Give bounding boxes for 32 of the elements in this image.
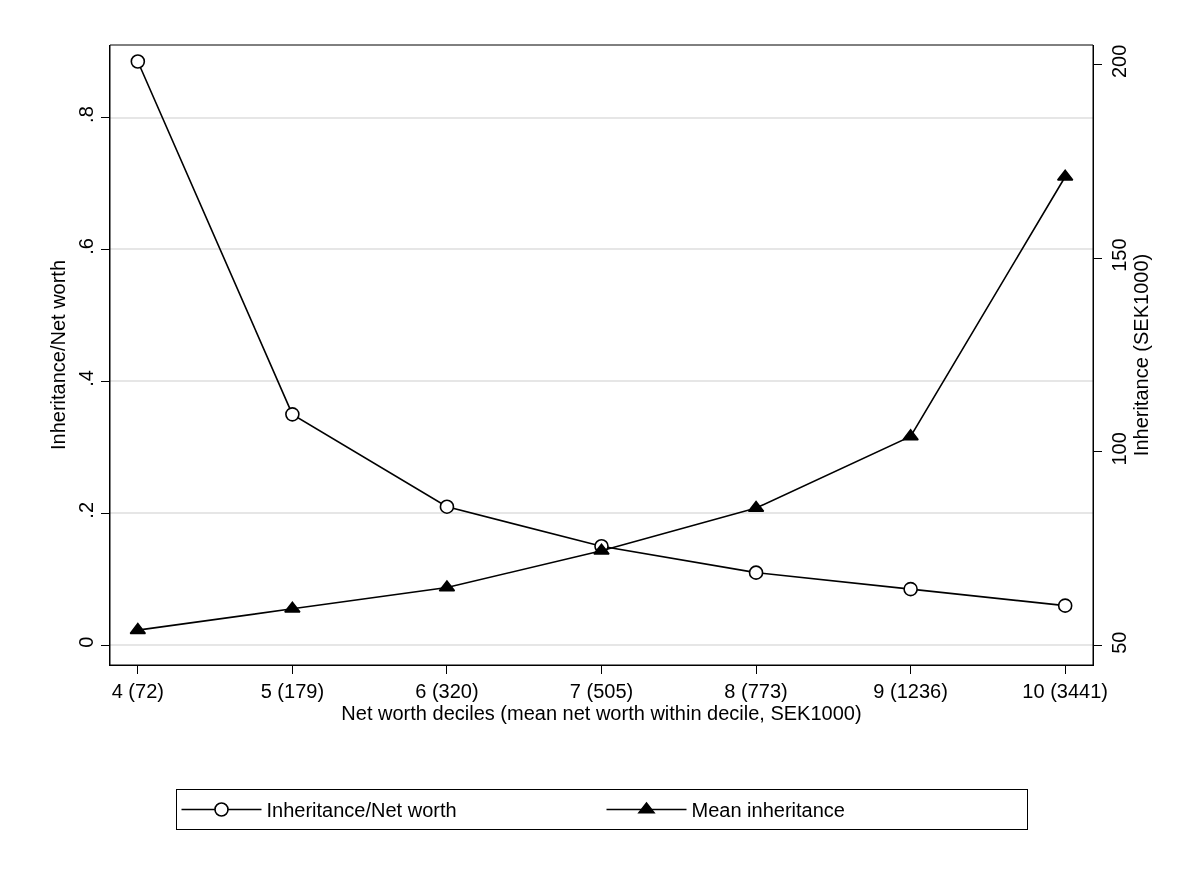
y-tick-label: .8 [75,106,97,123]
x-tick-label: 7 (505) [569,680,634,702]
point [1057,598,1073,613]
legend-label: Mean inheritance [691,799,845,822]
x-tick-label: 10 (3441) [1022,680,1108,702]
y2-axis-title: Inheritance (SEK1000) [1130,253,1152,457]
y-axis-title: Inheritance/Net worth [46,259,69,451]
x-tick-label: 4 (72) [111,680,164,702]
point [748,565,764,580]
y2-tick-label: 150 [1108,238,1130,272]
x-tick-label: 8 (773) [724,680,788,702]
y2-tick-label: 100 [1108,432,1130,466]
y-tick-label: .6 [75,238,97,255]
y-tick-label: .2 [75,501,97,519]
x-axis-title: Net worth deciles (mean net worth within decile, SEK1000) [341,702,862,724]
x-tick-label: 6 (320) [415,680,479,702]
point [285,407,300,422]
point [902,429,919,441]
point [284,601,301,613]
point [129,622,147,635]
point [130,54,146,69]
y-tick-label: 0 [75,636,97,648]
y-tick-label: .4 [75,370,97,387]
point [747,500,765,513]
x-tick-label: 5 (179) [260,680,325,702]
point [439,499,455,514]
y2-tick-label: 200 [1108,44,1130,79]
x-tick-label: 9 (1236) [873,680,948,702]
point [593,543,610,555]
point [903,581,918,597]
legend-label: Inheritance/Net worth [266,799,457,822]
y2-tick-label: 50 [1108,631,1130,654]
